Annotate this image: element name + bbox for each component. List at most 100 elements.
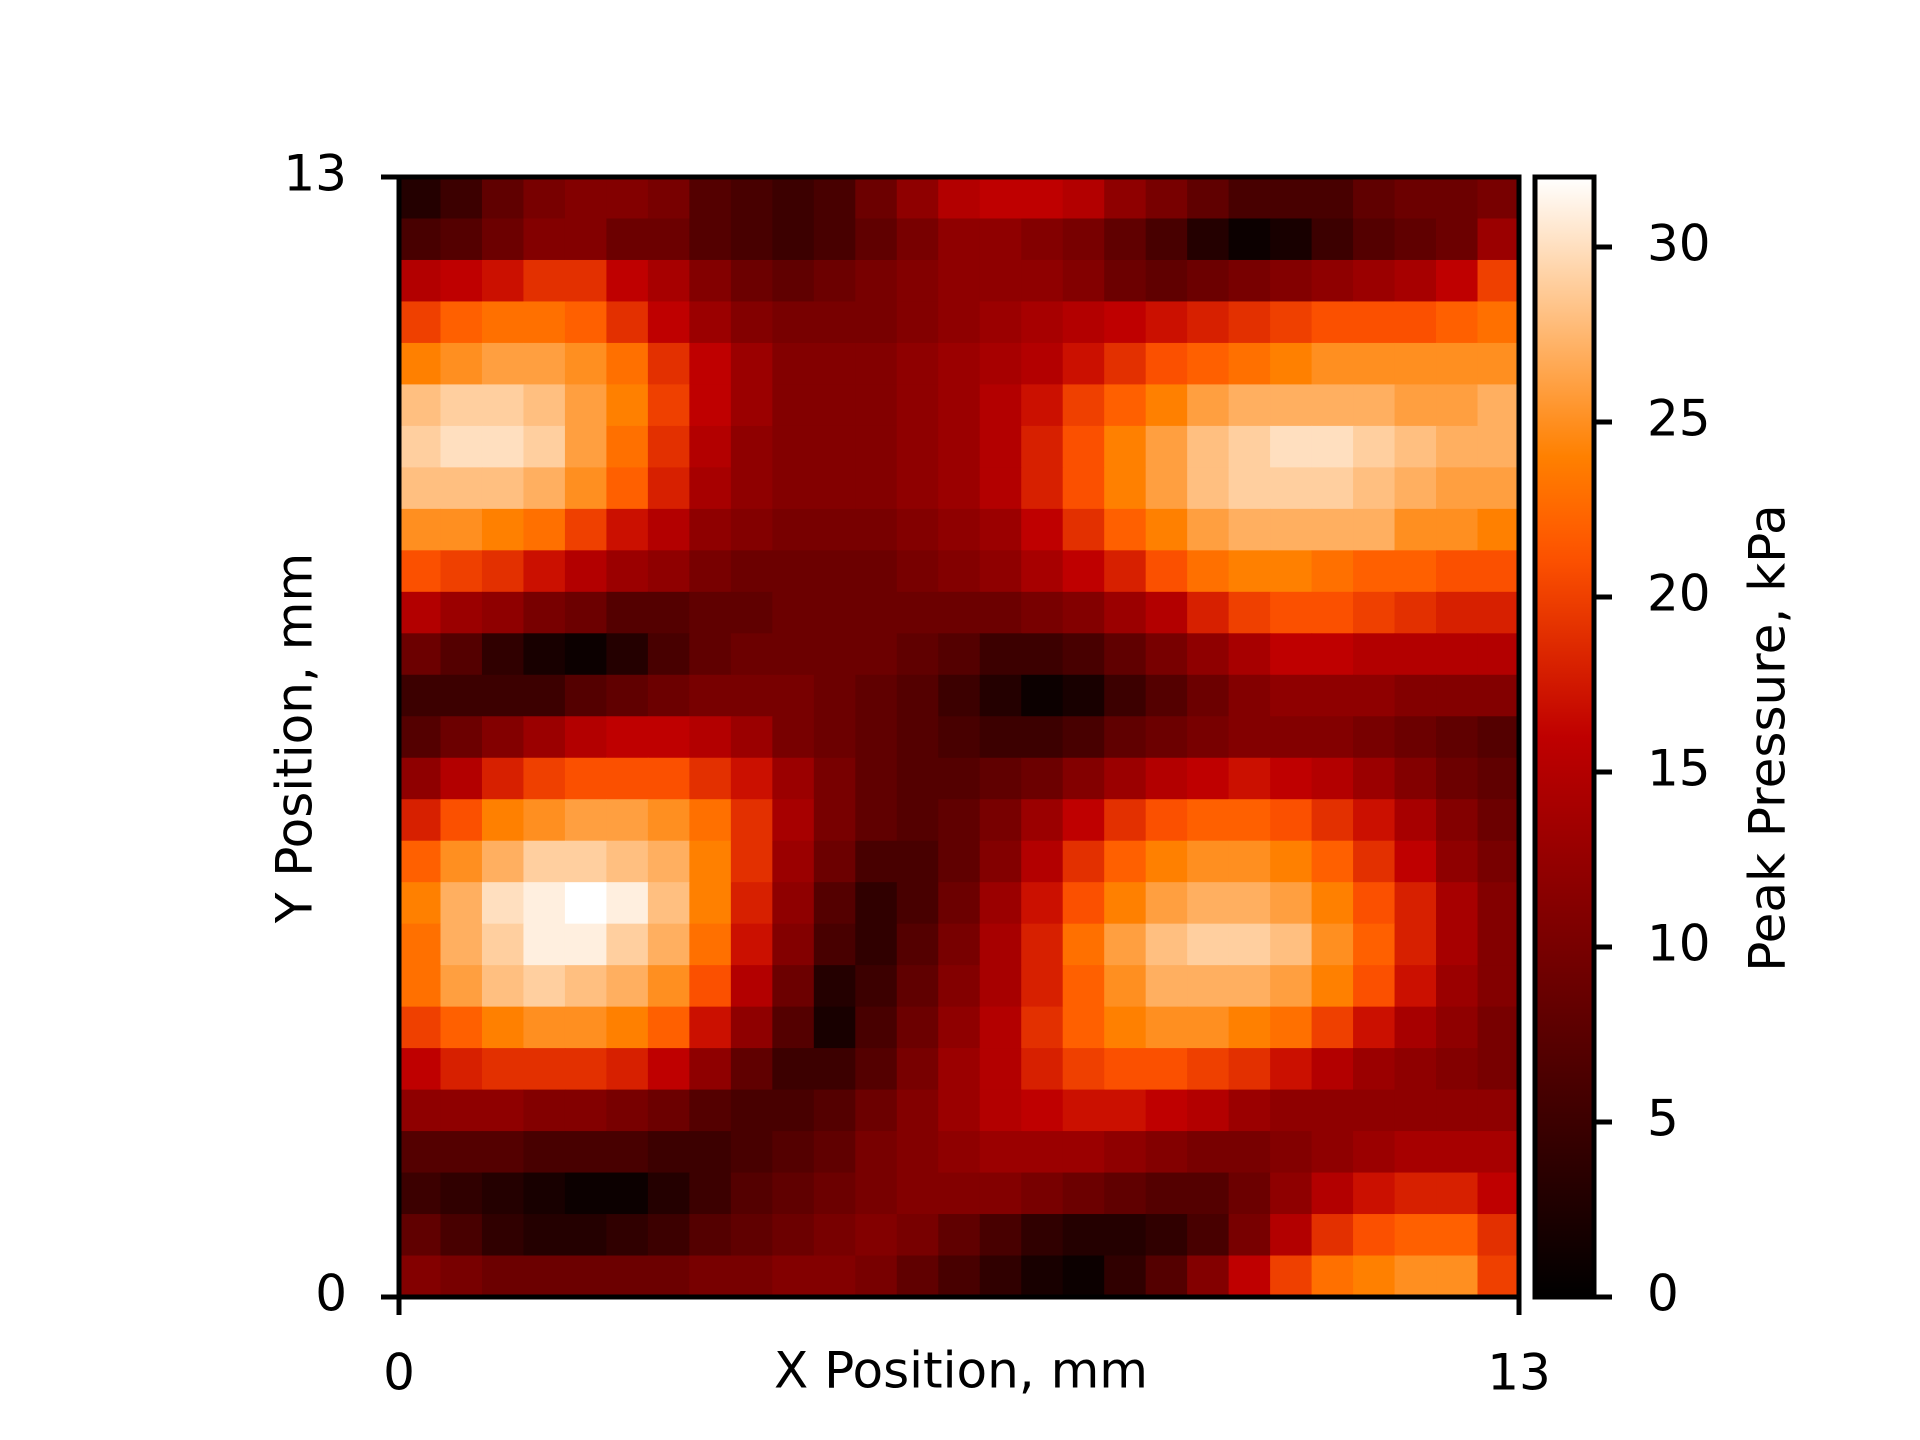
cell <box>1353 633 1396 676</box>
cell <box>772 342 815 386</box>
cell <box>979 757 1022 800</box>
cell <box>1104 757 1147 800</box>
cell <box>440 633 483 676</box>
cell <box>813 259 856 303</box>
cell <box>1145 550 1188 593</box>
cell <box>979 550 1022 593</box>
cell <box>855 1172 898 1215</box>
cell <box>1021 218 1064 261</box>
cell <box>1145 384 1188 427</box>
cell <box>772 591 815 634</box>
cell <box>730 1214 773 1257</box>
cell <box>440 342 483 386</box>
cell <box>1104 923 1147 966</box>
cell <box>1062 1006 1105 1049</box>
cell <box>896 550 939 593</box>
cell <box>1187 301 1230 344</box>
cell <box>896 674 939 717</box>
cell <box>1228 882 1271 925</box>
cell <box>481 550 525 593</box>
cell <box>730 1172 773 1215</box>
cell <box>1477 259 1520 303</box>
cell <box>1145 1006 1188 1049</box>
cell <box>440 425 483 468</box>
cell <box>1062 1255 1105 1298</box>
cell <box>1477 840 1520 883</box>
cell <box>1228 301 1271 344</box>
cell <box>1145 508 1188 551</box>
cell <box>855 1006 898 1049</box>
cell <box>440 301 483 344</box>
cell <box>564 882 608 925</box>
cell <box>399 177 442 220</box>
cell <box>399 965 442 1008</box>
cell <box>1394 882 1437 925</box>
cell <box>1311 1255 1354 1298</box>
cell <box>606 757 649 800</box>
cell <box>523 342 566 386</box>
cell <box>1104 633 1147 676</box>
cell <box>1104 1214 1147 1257</box>
cell <box>938 882 981 925</box>
cell <box>1062 799 1105 842</box>
colorbar-tick-label: 5 <box>1647 1090 1679 1148</box>
cell <box>647 1172 690 1215</box>
cell <box>1436 1006 1479 1049</box>
cell <box>979 840 1022 883</box>
cell <box>979 591 1022 634</box>
cell <box>523 1048 566 1091</box>
cell <box>896 1255 939 1298</box>
y-tick-label: 0 <box>315 1265 347 1323</box>
cell <box>523 965 566 1008</box>
cell <box>523 384 566 427</box>
cell <box>1436 218 1479 261</box>
cell <box>855 550 898 593</box>
cell <box>1145 674 1188 717</box>
cell <box>1104 259 1147 303</box>
cell <box>979 1089 1022 1132</box>
cell <box>938 1048 981 1091</box>
cell <box>938 633 981 676</box>
cell <box>979 177 1022 220</box>
cell <box>772 840 815 883</box>
cell <box>730 425 773 468</box>
cell <box>1353 1048 1396 1091</box>
cell <box>647 467 690 510</box>
cell <box>772 1006 815 1049</box>
cell <box>896 799 939 842</box>
cell <box>606 840 649 883</box>
cell <box>399 716 442 759</box>
cell <box>1062 1214 1105 1257</box>
cell <box>689 757 732 800</box>
cell <box>979 259 1022 303</box>
cell <box>606 508 649 551</box>
cell <box>979 674 1022 717</box>
cell <box>772 508 815 551</box>
cell <box>1104 1006 1147 1049</box>
cell <box>1436 550 1479 593</box>
colorbar-tick-label: 25 <box>1647 390 1711 448</box>
cell <box>1353 674 1396 717</box>
cell <box>606 467 649 510</box>
cell <box>399 799 442 842</box>
cell <box>1021 1048 1064 1091</box>
cell <box>1436 425 1479 468</box>
cell <box>1104 1131 1147 1174</box>
cell <box>1021 550 1064 593</box>
cell <box>481 1006 525 1049</box>
cell <box>689 716 732 759</box>
cell <box>938 259 981 303</box>
cell <box>938 1172 981 1215</box>
cell <box>481 591 525 634</box>
cell <box>1187 550 1230 593</box>
cell <box>1353 1172 1396 1215</box>
cell <box>689 965 732 1008</box>
cell <box>1270 633 1313 676</box>
cell <box>399 259 442 303</box>
cell <box>1477 1048 1520 1091</box>
cell <box>564 591 608 634</box>
cell <box>481 799 525 842</box>
cell <box>481 882 525 925</box>
cell <box>564 1006 608 1049</box>
cell <box>1436 674 1479 717</box>
